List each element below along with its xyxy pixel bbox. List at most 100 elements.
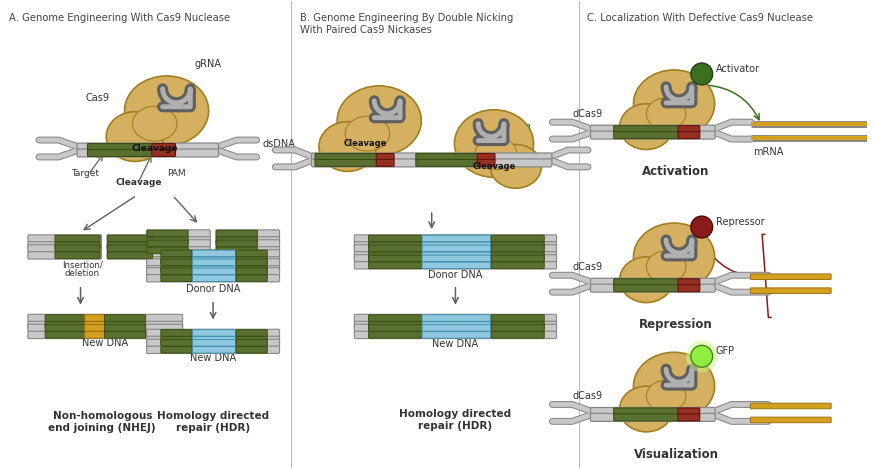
- FancyBboxPatch shape: [192, 266, 235, 272]
- Text: B. Genome Engineering By Double Nicking
With Paired Cas9 Nickases: B. Genome Engineering By Double Nicking …: [300, 13, 514, 35]
- Circle shape: [691, 216, 712, 238]
- FancyBboxPatch shape: [161, 257, 192, 264]
- FancyBboxPatch shape: [751, 274, 831, 280]
- Text: A. Genome Engineering With Cas9 Nuclease: A. Genome Engineering With Cas9 Nuclease: [10, 13, 230, 23]
- FancyBboxPatch shape: [678, 279, 700, 286]
- FancyBboxPatch shape: [107, 245, 183, 252]
- FancyBboxPatch shape: [422, 325, 491, 331]
- Text: Homology directed: Homology directed: [157, 411, 270, 421]
- FancyBboxPatch shape: [422, 315, 491, 321]
- Text: Visualization: Visualization: [634, 448, 718, 461]
- FancyBboxPatch shape: [192, 340, 235, 346]
- Text: Target A: Target A: [340, 127, 377, 136]
- Ellipse shape: [620, 104, 673, 150]
- FancyBboxPatch shape: [147, 230, 188, 237]
- FancyBboxPatch shape: [477, 153, 495, 160]
- Ellipse shape: [620, 257, 673, 303]
- FancyBboxPatch shape: [591, 284, 715, 292]
- FancyBboxPatch shape: [591, 131, 715, 139]
- Ellipse shape: [345, 116, 389, 151]
- Text: New DNA: New DNA: [432, 340, 479, 349]
- FancyBboxPatch shape: [85, 322, 106, 328]
- FancyBboxPatch shape: [147, 336, 279, 344]
- FancyBboxPatch shape: [491, 245, 544, 252]
- FancyBboxPatch shape: [108, 252, 152, 259]
- FancyBboxPatch shape: [216, 237, 257, 244]
- FancyBboxPatch shape: [678, 285, 700, 292]
- FancyBboxPatch shape: [161, 330, 192, 336]
- FancyBboxPatch shape: [236, 330, 267, 336]
- FancyBboxPatch shape: [312, 153, 552, 161]
- FancyBboxPatch shape: [368, 235, 422, 242]
- FancyBboxPatch shape: [751, 417, 831, 423]
- FancyBboxPatch shape: [161, 266, 192, 272]
- FancyBboxPatch shape: [192, 330, 235, 336]
- Text: end joining (NHEJ): end joining (NHEJ): [48, 423, 156, 433]
- FancyBboxPatch shape: [315, 159, 378, 166]
- Text: PAM: PAM: [168, 169, 186, 178]
- FancyBboxPatch shape: [192, 257, 235, 264]
- Text: dsDNA: dsDNA: [262, 138, 296, 149]
- FancyBboxPatch shape: [147, 240, 188, 247]
- FancyBboxPatch shape: [28, 252, 102, 259]
- FancyBboxPatch shape: [491, 325, 544, 331]
- FancyBboxPatch shape: [147, 257, 279, 264]
- Ellipse shape: [475, 137, 517, 170]
- FancyBboxPatch shape: [104, 322, 145, 328]
- FancyBboxPatch shape: [147, 346, 279, 354]
- FancyBboxPatch shape: [88, 144, 154, 151]
- FancyBboxPatch shape: [416, 153, 480, 160]
- Text: New DNA: New DNA: [82, 338, 129, 348]
- FancyBboxPatch shape: [312, 159, 552, 167]
- FancyBboxPatch shape: [216, 230, 279, 237]
- Text: Cleavage: Cleavage: [344, 139, 387, 148]
- Text: dCas9: dCas9: [573, 391, 603, 401]
- FancyBboxPatch shape: [613, 408, 680, 415]
- Ellipse shape: [647, 380, 686, 412]
- FancyBboxPatch shape: [161, 259, 192, 265]
- FancyBboxPatch shape: [354, 255, 556, 262]
- FancyBboxPatch shape: [55, 252, 100, 259]
- FancyBboxPatch shape: [216, 247, 257, 254]
- FancyBboxPatch shape: [192, 250, 235, 257]
- FancyBboxPatch shape: [591, 125, 715, 133]
- FancyBboxPatch shape: [422, 322, 491, 328]
- Ellipse shape: [647, 251, 686, 283]
- FancyBboxPatch shape: [108, 235, 152, 242]
- FancyBboxPatch shape: [354, 245, 556, 252]
- Text: Donor DNA: Donor DNA: [428, 270, 483, 280]
- Text: mRNA: mRNA: [753, 147, 783, 158]
- FancyBboxPatch shape: [216, 240, 257, 247]
- Text: Cleavage: Cleavage: [473, 162, 515, 171]
- FancyBboxPatch shape: [354, 321, 556, 329]
- FancyBboxPatch shape: [151, 144, 176, 151]
- FancyBboxPatch shape: [422, 332, 491, 338]
- FancyBboxPatch shape: [104, 325, 145, 331]
- Text: Non-homologous: Non-homologous: [52, 411, 152, 421]
- FancyBboxPatch shape: [354, 324, 556, 332]
- Ellipse shape: [124, 76, 208, 145]
- Text: Target B: Target B: [494, 124, 531, 133]
- Text: deletion: deletion: [65, 269, 100, 278]
- FancyBboxPatch shape: [147, 230, 210, 237]
- FancyBboxPatch shape: [751, 288, 831, 294]
- FancyBboxPatch shape: [491, 255, 544, 262]
- FancyBboxPatch shape: [354, 314, 556, 322]
- FancyBboxPatch shape: [147, 247, 188, 254]
- FancyBboxPatch shape: [491, 262, 544, 269]
- Text: C. Localization With Defective Cas9 Nuclease: C. Localization With Defective Cas9 Nucl…: [587, 13, 813, 23]
- FancyBboxPatch shape: [147, 274, 279, 282]
- FancyBboxPatch shape: [46, 315, 87, 321]
- FancyBboxPatch shape: [147, 329, 279, 337]
- FancyBboxPatch shape: [192, 337, 235, 343]
- FancyBboxPatch shape: [368, 332, 422, 338]
- FancyBboxPatch shape: [107, 252, 183, 259]
- FancyBboxPatch shape: [28, 331, 183, 339]
- FancyBboxPatch shape: [147, 265, 279, 273]
- FancyBboxPatch shape: [236, 250, 267, 257]
- FancyBboxPatch shape: [161, 347, 192, 353]
- Ellipse shape: [490, 144, 542, 188]
- FancyBboxPatch shape: [368, 252, 422, 259]
- Text: gRNA: gRNA: [194, 59, 221, 69]
- FancyBboxPatch shape: [147, 237, 210, 244]
